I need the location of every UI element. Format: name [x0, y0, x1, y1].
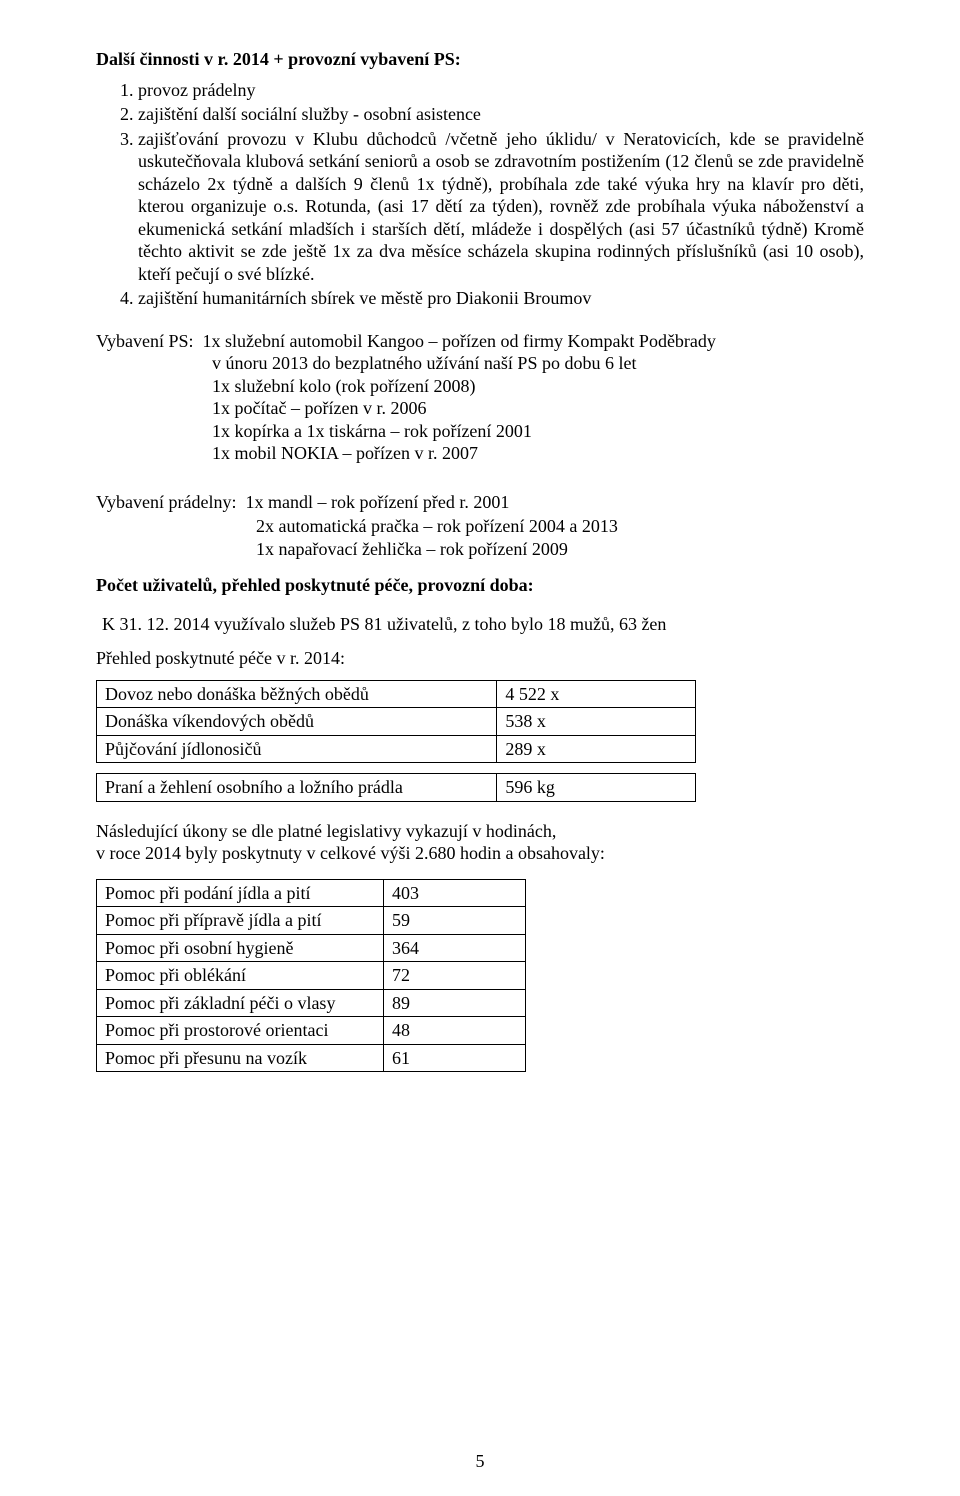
table-row: Praní a žehlení osobního a ložního prádl… — [97, 774, 696, 802]
vybaveni-ps-label: Vybavení PS: — [96, 331, 194, 351]
hours-intro: Následující úkony se dle platné legislat… — [96, 820, 864, 865]
vybaveni-pradelny-block: Vybavení prádelny: 1x mandl – rok poříze… — [96, 491, 864, 561]
cell-label: Pomoc při prostorové orientaci — [97, 1017, 384, 1045]
vybaveni-pradelny-label: Vybavení prádelny: — [96, 492, 236, 512]
prehled-title: Přehled poskytnuté péče v r. 2014: — [96, 647, 864, 670]
summary-title: Počet uživatelů, přehled poskytnuté péče… — [96, 574, 864, 597]
cell-value: 289 x — [497, 735, 696, 763]
vybaveni-ps-block: Vybavení PS: 1x služební automobil Kango… — [96, 330, 864, 465]
cell-label: Donáška víkendových obědů — [97, 708, 497, 736]
table-obedy: Dovoz nebo donáška běžných obědů 4 522 x… — [96, 680, 696, 764]
cell-value: 59 — [384, 907, 526, 935]
cell-value: 538 x — [497, 708, 696, 736]
table-row: Půjčování jídlonosičů 289 x — [97, 735, 696, 763]
cell-value: 89 — [384, 989, 526, 1017]
cell-label: Půjčování jídlonosičů — [97, 735, 497, 763]
vybaveni-pradelny-line: 1x napařovací žehlička – rok pořízení 20… — [256, 538, 864, 561]
cell-label: Pomoc při přesunu na vozík — [97, 1044, 384, 1072]
table-row: Pomoc při osobní hygieně 364 — [97, 934, 526, 962]
cell-label: Pomoc při základní péči o vlasy — [97, 989, 384, 1017]
cell-value: 596 kg — [497, 774, 696, 802]
page-number: 5 — [0, 1450, 960, 1473]
table-row: Pomoc při prostorové orientaci 48 — [97, 1017, 526, 1045]
vybaveni-pradelny-line: 1x mandl – rok pořízení před r. 2001 — [245, 492, 509, 512]
cell-label: Pomoc při oblékání — [97, 962, 384, 990]
table-row: Pomoc při přesunu na vozík 61 — [97, 1044, 526, 1072]
table-hodiny: Pomoc při podání jídla a pití 403 Pomoc … — [96, 879, 526, 1073]
vybaveni-pradelny-line: 2x automatická pračka – rok pořízení 200… — [256, 515, 864, 538]
table-pradlo: Praní a žehlení osobního a ložního prádl… — [96, 773, 696, 802]
cell-label: Dovoz nebo donáška běžných obědů — [97, 680, 497, 708]
vybaveni-ps-line: 1x služební kolo (rok pořízení 2008) — [212, 375, 864, 398]
cell-label: Pomoc při přípravě jídla a pití — [97, 907, 384, 935]
table-row: Dovoz nebo donáška běžných obědů 4 522 x — [97, 680, 696, 708]
cell-label: Pomoc při podání jídla a pití — [97, 879, 384, 907]
summary-line: K 31. 12. 2014 využívalo služeb PS 81 už… — [102, 613, 864, 636]
list-item: zajišťování provozu v Klubu důchodců /vč… — [138, 128, 864, 286]
table-row: Pomoc při základní péči o vlasy 89 — [97, 989, 526, 1017]
table-row: Pomoc při oblékání 72 — [97, 962, 526, 990]
cell-value: 61 — [384, 1044, 526, 1072]
cell-value: 4 522 x — [497, 680, 696, 708]
cell-value: 48 — [384, 1017, 526, 1045]
vybaveni-ps-line: 1x kopírka a 1x tiskárna – rok pořízení … — [212, 420, 864, 443]
activities-list: provoz prádelny zajištění další sociální… — [96, 79, 864, 310]
vybaveni-ps-line: 1x služební automobil Kangoo – pořízen o… — [203, 331, 716, 351]
list-item: zajištění další sociální služby - osobní… — [138, 103, 864, 126]
list-item: provoz prádelny — [138, 79, 864, 102]
table-row: Donáška víkendových obědů 538 x — [97, 708, 696, 736]
hours-intro-line: Následující úkony se dle platné legislat… — [96, 820, 864, 843]
vybaveni-ps-line: 1x počítač – pořízen v r. 2006 — [212, 397, 864, 420]
list-item: zajištění humanitárních sbírek ve městě … — [138, 287, 864, 310]
cell-label: Pomoc při osobní hygieně — [97, 934, 384, 962]
vybaveni-ps-line: 1x mobil NOKIA – pořízen v r. 2007 — [212, 442, 864, 465]
vybaveni-ps-line: v únoru 2013 do bezplatného užívání naší… — [212, 352, 864, 375]
table-row: Pomoc při podání jídla a pití 403 — [97, 879, 526, 907]
cell-value: 403 — [384, 879, 526, 907]
section-title: Další činnosti v r. 2014 + provozní vyba… — [96, 48, 864, 71]
table-row: Pomoc při přípravě jídla a pití 59 — [97, 907, 526, 935]
cell-label: Praní a žehlení osobního a ložního prádl… — [97, 774, 497, 802]
cell-value: 364 — [384, 934, 526, 962]
cell-value: 72 — [384, 962, 526, 990]
hours-intro-line: v roce 2014 byly poskytnuty v celkové vý… — [96, 842, 864, 865]
